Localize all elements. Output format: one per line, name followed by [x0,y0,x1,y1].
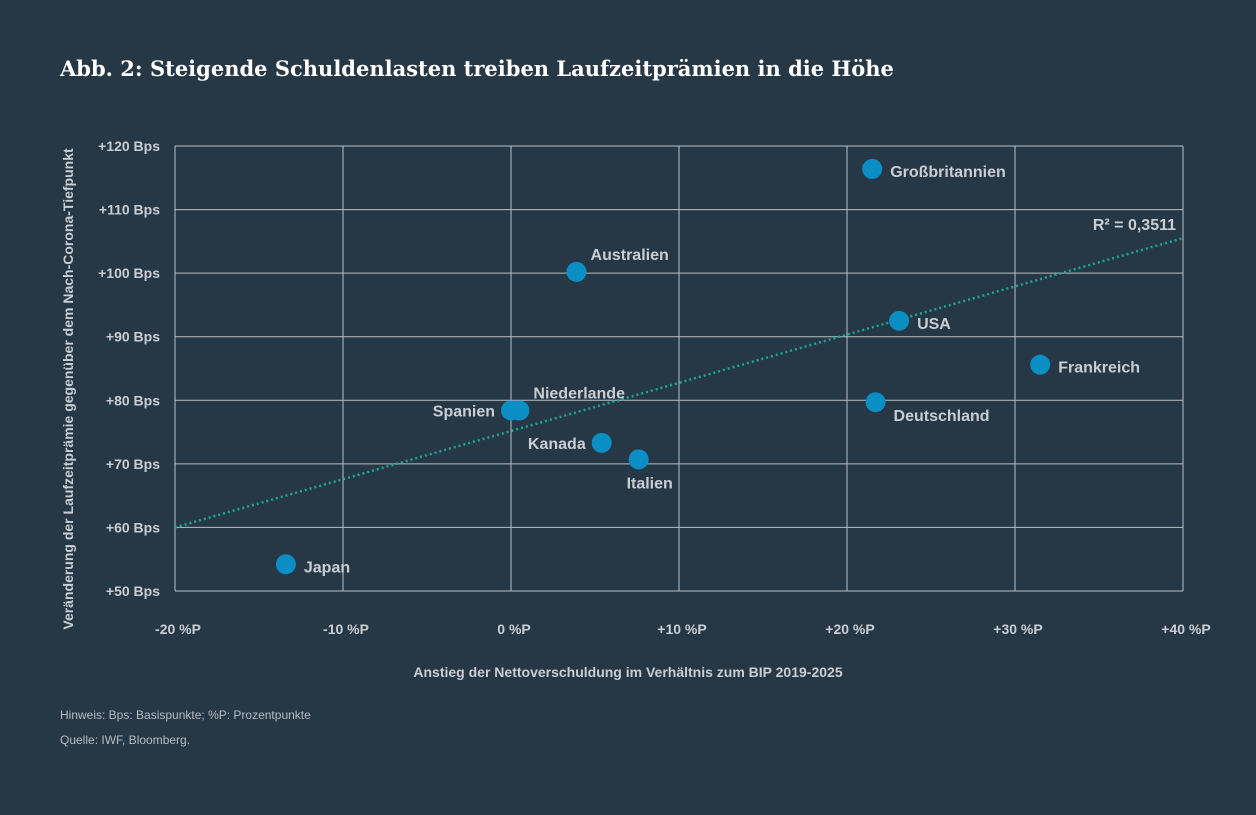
tick-labels: +50 Bps +60 Bps +70 Bps +80 Bps +90 Bps +100 … [98,138,1211,637]
x-tick-label: -10 %P [323,621,369,637]
data-point [628,449,649,470]
point-label: Niederlande [533,385,625,402]
r-squared-label: R² = 0,3511 [1093,217,1176,234]
data-point [1030,354,1051,375]
x-tick-label: +20 %P [825,621,874,637]
x-tick-label: +30 %P [993,621,1042,637]
data-point [862,158,883,179]
x-tick-label: 0 %P [497,621,530,637]
y-tick-label: +60 Bps [106,519,160,535]
point-label: Australien [591,247,669,264]
x-tick-label: -20 %P [155,621,201,637]
data-point [591,432,612,453]
y-tick-label: +70 Bps [106,456,160,472]
point-label: USA [917,316,951,333]
point-label: Deutschland [894,408,990,425]
y-tick-label: +110 Bps [99,202,160,218]
chart-title: Abb. 2: Steigende Schuldenlasten treiben… [60,56,894,81]
x-tick-label: +40 %P [1161,621,1210,637]
data-point [889,310,910,331]
point-label: Italien [627,475,673,492]
data-point [865,392,886,413]
note-hint: Hinweis: Bps: Basispunkte; %P: Prozentpu… [60,708,311,722]
data-point [275,554,296,575]
y-tick-label: +90 Bps [106,329,160,345]
data-point [566,261,587,282]
point-labels: Großbritannien Australien USA Frankreich Deu… [304,164,1140,576]
y-tick-label: +80 Bps [106,392,160,408]
point-label: Frankreich [1058,360,1140,377]
y-axis-label: Veränderung der Laufzeitprämie gegenüber… [60,148,76,630]
point-label: Spanien [433,403,495,420]
y-tick-label: +100 Bps [98,265,160,281]
grid-lines [174,145,1184,592]
data-points [275,158,1051,575]
y-tick-label: +120 Bps [98,138,160,154]
data-point [501,400,521,421]
x-tick-label: +10 %P [657,621,706,637]
point-label: Kanada [528,436,586,453]
y-tick-label: +50 Bps [106,583,160,599]
point-label: Großbritannien [890,164,1006,181]
point-label: Japan [304,559,350,576]
note-source: Quelle: IWF, Bloomberg. [60,733,191,747]
x-axis-label: Anstieg der Nettoverschuldung im Verhält… [413,664,842,680]
